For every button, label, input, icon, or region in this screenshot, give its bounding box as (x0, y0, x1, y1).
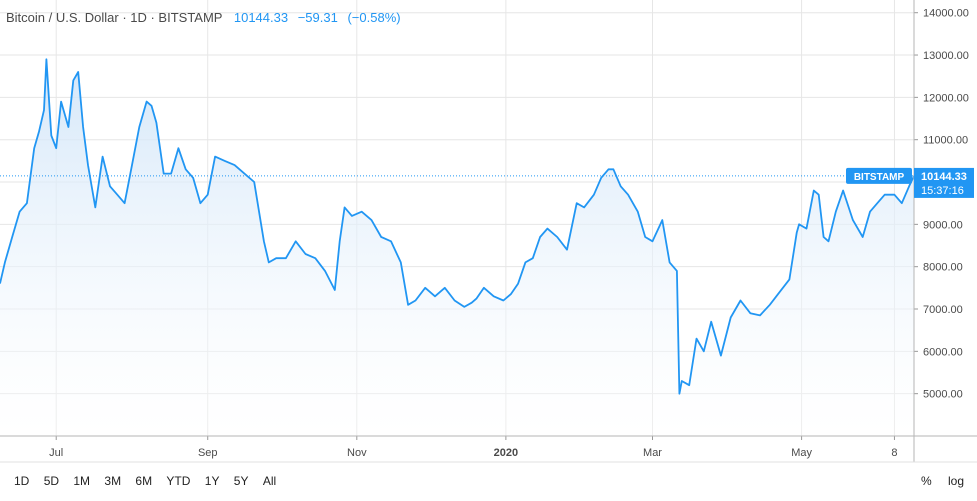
area-fill (0, 59, 914, 437)
x-tick-label: Mar (643, 447, 662, 459)
range-button-6m[interactable]: 6M (135, 474, 153, 488)
y-tick-label: 13000.00 (923, 50, 969, 62)
log-scale-button[interactable]: log (948, 474, 965, 488)
x-tick-label: 2020 (494, 447, 518, 459)
range-button-ytd[interactable]: YTD (166, 474, 191, 488)
x-tick-label: 8 (891, 447, 897, 459)
last-price: 10144.33 (233, 10, 289, 25)
price-tag-value: 10144.33 (921, 171, 967, 183)
price-change: −59.31 (297, 10, 338, 25)
exchange-tag-label: BITSTAMP (854, 172, 905, 183)
y-tick-label: 11000.00 (923, 135, 968, 147)
percent-scale-button[interactable]: % (921, 474, 932, 488)
range-button-1y[interactable]: 1Y (204, 474, 220, 488)
percent-scale-button-wrap: % (921, 474, 932, 488)
price-tag-bg (914, 167, 974, 198)
y-tick-label: 8000.00 (923, 262, 963, 274)
range-button-all[interactable]: All (262, 474, 277, 488)
y-tick-label: 6000.00 (923, 346, 963, 358)
symbol-title[interactable]: Bitcoin / U.S. Dollar · 1D · BITSTAMP (6, 10, 223, 25)
x-tick-label: Jul (49, 447, 63, 459)
range-button-3m[interactable]: 3M (104, 474, 122, 488)
range-button-5y[interactable]: 5Y (233, 474, 249, 488)
log-scale-button-wrap: log (948, 474, 964, 488)
price-area (0, 58, 915, 437)
x-tick-label: Sep (198, 447, 218, 459)
range-toolbar: 1D 5D 1M 3M 6M YTD 1Y 5Y All (14, 474, 287, 488)
range-button-1m[interactable]: 1M (73, 474, 91, 488)
y-tick-label: 9000.00 (923, 219, 963, 231)
chart-header: Bitcoin / U.S. Dollar · 1D · BITSTAMP 10… (6, 10, 407, 25)
bar-countdown: 15:37:16 (921, 185, 964, 197)
last-price-marker: BITSTAMP 10144.33 15:37:16 (0, 167, 974, 198)
range-button-5d[interactable]: 5D (43, 474, 60, 488)
price-change-percent: (−0.58%) (347, 10, 401, 25)
y-tick-label: 7000.00 (923, 304, 963, 316)
y-tick-label: 14000.00 (923, 8, 969, 20)
y-tick-label: 12000.00 (923, 92, 969, 104)
x-tick-label: Nov (347, 447, 367, 459)
x-tick-label: May (791, 447, 812, 459)
range-button-1d[interactable]: 1D (14, 474, 30, 488)
price-line (0, 58, 915, 395)
axes: 5000.006000.007000.008000.009000.0010000… (0, 0, 977, 463)
y-tick-label: 5000.00 (923, 389, 963, 401)
quote-info: 10144.33 −59.31 (−0.58%) (234, 10, 407, 25)
exchange-tag-bg (846, 167, 912, 184)
